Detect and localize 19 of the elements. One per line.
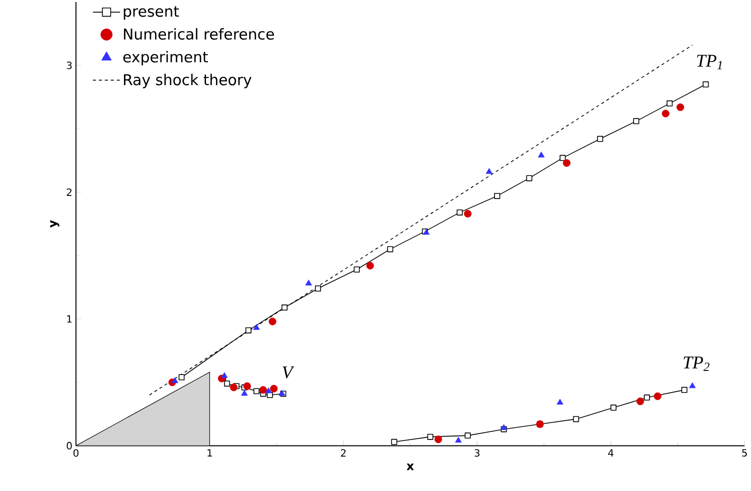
legend-label: Numerical reference	[124, 28, 274, 40]
annotation: TP$_{1}$	[697, 55, 722, 70]
x-tick-label: 0	[73, 449, 78, 457]
y-tick-label: 0	[66, 442, 72, 450]
legend-label: Ray shock theory	[124, 74, 252, 88]
annotation: V	[282, 366, 294, 379]
y-tick-label: 1	[67, 315, 72, 323]
legend-label: present	[124, 6, 179, 20]
x-axis-title: x	[406, 464, 414, 470]
legend-label: experiment	[123, 51, 208, 66]
y-tick-label: 2	[66, 188, 72, 196]
x-tick-label: 3	[474, 449, 480, 457]
x-tick-label: 2	[340, 449, 346, 457]
annotation: TP$_{2}$	[684, 356, 710, 372]
x-tick-label: 4	[608, 449, 614, 457]
y-tick-label: 3	[66, 62, 72, 70]
x-tick-label: 5	[742, 449, 747, 457]
y-axis-title: y	[50, 220, 60, 228]
x-tick-label: 1	[208, 449, 212, 457]
